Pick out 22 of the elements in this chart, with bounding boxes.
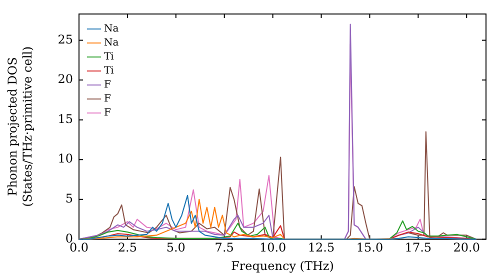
- legend-label: Na: [104, 38, 119, 49]
- legend-label: Ti: [104, 52, 114, 63]
- x-tick-label: 15.0: [356, 240, 384, 255]
- legend-label: F: [104, 80, 111, 91]
- legend-label: Ti: [104, 66, 114, 77]
- x-tick-label: 20.0: [453, 240, 480, 255]
- x-tick-label: 7.5: [214, 240, 234, 255]
- legend-label: F: [104, 108, 111, 119]
- legend-label: F: [104, 94, 111, 105]
- x-tick-label: 2.5: [118, 240, 137, 255]
- legend-label: Na: [104, 24, 119, 35]
- y-tick-label: 25: [58, 32, 73, 46]
- y-tick-label: 10: [58, 152, 73, 166]
- y-tick-label: 15: [58, 112, 73, 126]
- x-tick-label: 5.0: [166, 240, 186, 255]
- x-axis-title: Frequency (THz): [231, 258, 334, 273]
- y-tick-label: 5: [65, 192, 73, 206]
- x-tick-label: 10.0: [259, 240, 286, 255]
- y-tick-label: 20: [58, 72, 73, 86]
- x-tick-label: 17.5: [404, 240, 432, 255]
- y-axis-title: Phonon projected DOS (States/THz·primitive cell): [6, 46, 35, 207]
- x-tick-label: 12.5: [308, 240, 335, 255]
